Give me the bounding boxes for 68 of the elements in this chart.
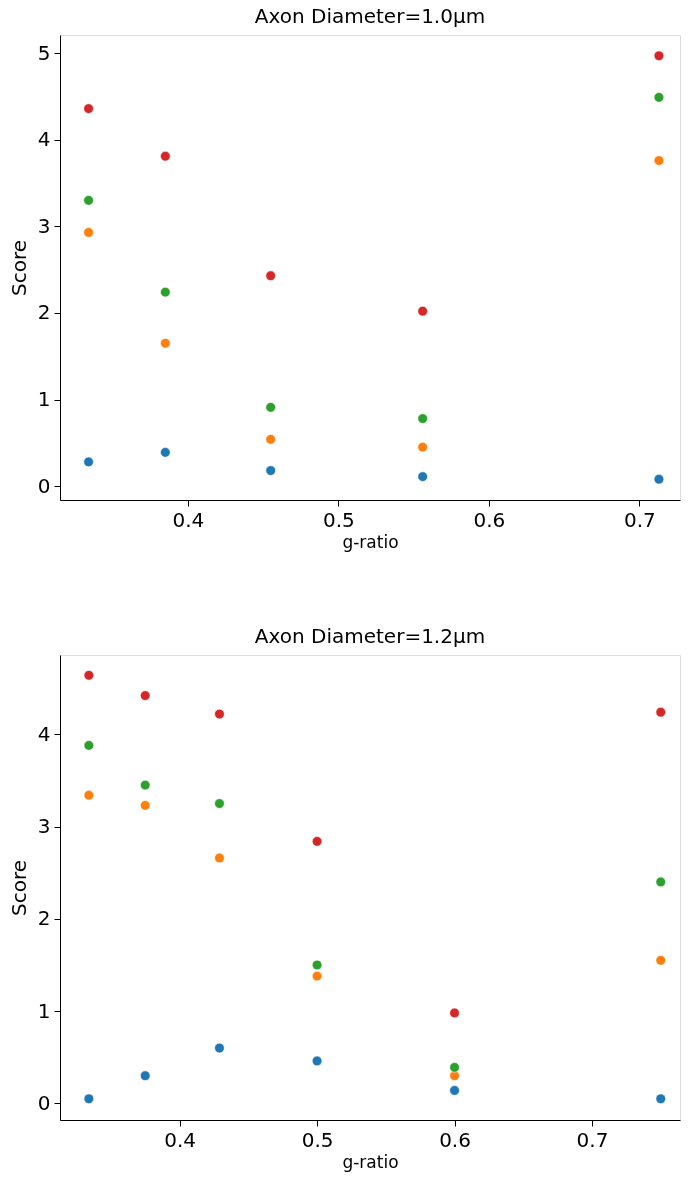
point [311,1055,323,1067]
point [655,955,666,966]
point [140,690,151,701]
y-tick-label: 3 [37,814,51,839]
point [417,442,428,453]
point [214,852,225,864]
y-tick-label: 2 [37,906,51,931]
point [265,402,276,413]
y-tick-label: 4 [37,721,51,746]
y-tick-label: 3 [37,213,51,238]
x-tick-label: 0.4 [172,507,205,532]
point [214,1042,225,1054]
y-axis-title: Score [6,859,31,917]
y-tick-label: 4 [37,127,51,152]
point [140,779,151,791]
point [83,103,94,114]
point [83,195,94,206]
point [655,876,666,888]
y-tick-label: 1 [37,387,51,412]
x-tick-label: 0.5 [301,1127,334,1152]
chart-title: Axon Diameter=1.2μm [254,624,486,648]
point [653,474,665,485]
point [655,707,666,718]
point [83,456,94,468]
y-tick-label: 5 [37,40,51,65]
y-tick-label: 0 [37,1090,51,1115]
y-tick-label: 2 [37,300,51,325]
point [140,1070,151,1081]
x-tick-label: 0.6 [473,507,506,532]
x-tick-label: 0.7 [623,507,656,532]
point [214,798,225,809]
point [160,287,171,298]
x-tick-label: 0.7 [576,1127,609,1152]
point [653,50,665,61]
point [653,155,665,166]
point [417,413,428,424]
chart-title: Axon Diameter=1.0μm [254,4,486,28]
point [653,92,665,103]
point [214,708,225,720]
x-tick-label: 0.4 [164,1127,197,1152]
point [83,227,94,238]
point [311,836,323,847]
point [311,970,323,982]
x-tick-label: 0.6 [439,1127,471,1152]
point [449,1062,460,1073]
x-axis-title: g-ratio [342,1151,399,1172]
point [311,959,323,971]
y-axis-title: Score [6,239,31,297]
point [265,465,276,476]
point [83,1093,95,1104]
point [417,306,428,317]
y-tick-label: 1 [37,998,51,1023]
point [265,434,276,445]
point [417,471,428,482]
point [83,740,95,751]
point [83,790,95,801]
point [265,270,276,281]
point [160,338,171,349]
point [160,151,171,162]
x-tick-label: 0.5 [322,507,355,532]
x-axis-title: g-ratio [342,531,399,552]
point [83,670,95,681]
point [140,800,151,811]
point [449,1007,460,1019]
point [655,1093,666,1104]
point [449,1085,460,1096]
point [160,447,171,458]
y-tick-label: 0 [37,473,51,498]
